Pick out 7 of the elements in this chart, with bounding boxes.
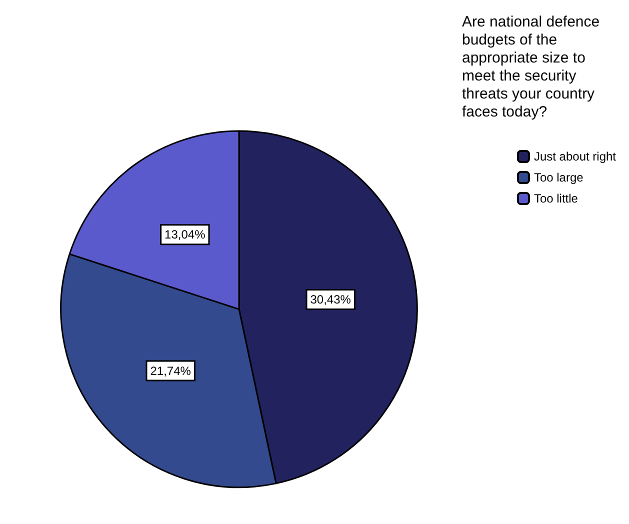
legend-label: Too little — [534, 192, 578, 206]
legend-label: Just about right — [534, 150, 617, 164]
legend-label: Too large — [534, 170, 584, 184]
legend-title: Are national defence budgets of the appropriate size to meet the security threats your country faces today? — [462, 14, 604, 120]
data-label: 21,74% — [150, 364, 192, 378]
data-label: 30,43% — [310, 292, 352, 307]
data-label: 13,04% — [164, 228, 206, 242]
